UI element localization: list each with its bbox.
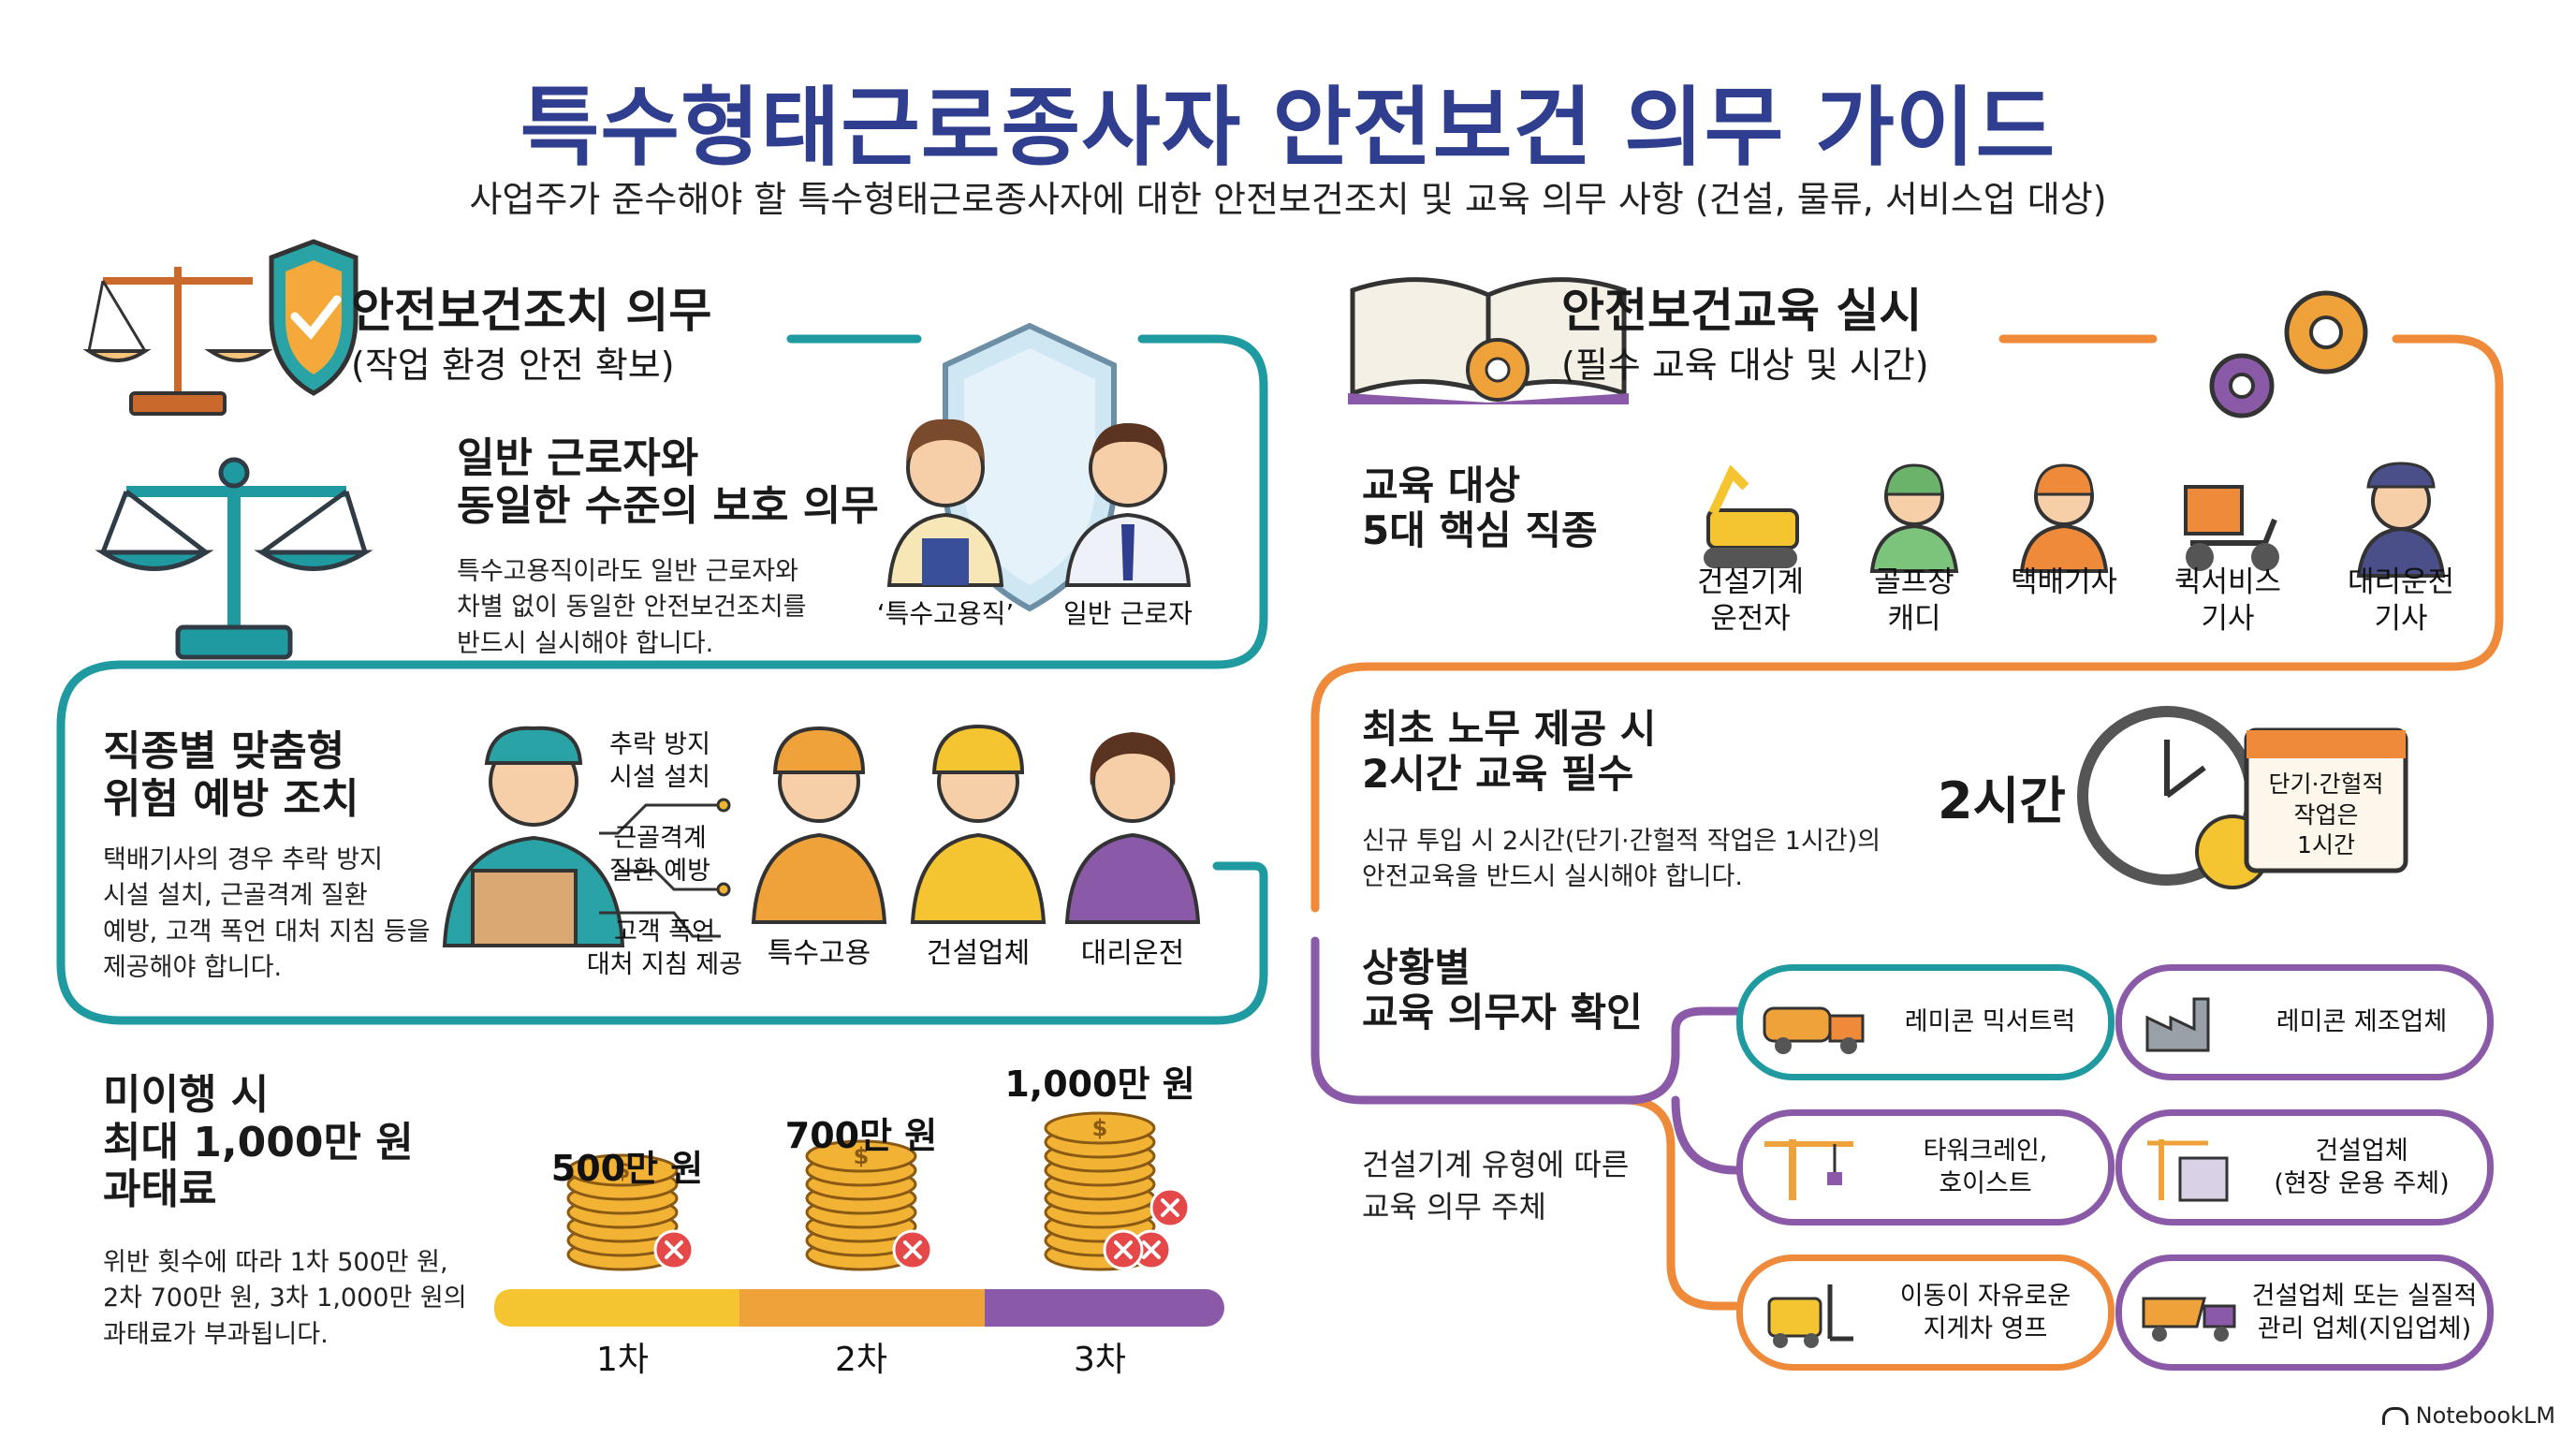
worker-label-special: 특수고용 [767,937,871,970]
job-label-golf-caddy: 골프장 캐디 [1874,565,1954,636]
education-title: 안전보건교육 실시 [1561,284,1923,338]
coin-stack-1: $ [566,1153,695,1271]
gears-icon [2209,290,2368,418]
coin-stack-3: $ [1044,1111,1191,1271]
calendar-icon [2244,727,2408,873]
job-label-construction-machine: 건설기계 운전자 [1696,565,1805,636]
book-gear-icon [1348,277,1629,404]
scale-shield-icon [82,239,359,416]
label-general-worker: 일반 근로자 [1063,598,1193,629]
fine-amount-3: 1,000만 원 [1004,1064,1195,1105]
pill-construction-company: 건설업체 (현장 운용 주체) [2115,1109,2494,1225]
first-training-body: 신규 투입 시 2시간(단기·간헐적 작업은 1시간)의 안전교육을 반드시 실… [1362,827,1881,892]
fine-tier-2: 2차 [834,1341,888,1379]
education-subtitle: (필수 교육 대상 및 시간) [1561,345,1929,386]
worker-label-construction: 건설업체 [926,937,1031,970]
worker-label-chauffeur: 대리운전 [1080,937,1185,970]
special-worker-icon [886,418,1004,587]
page-subtitle: 사업주가 준수해야 할 특수형태근로종사자에 대한 안전보건조치 및 교육 의무… [469,179,2107,220]
callout-lines [599,798,731,938]
fine-amount-2: 700만 원 [784,1115,938,1156]
safety-subtitle: (작업 환경 안전 확보) [351,345,675,386]
tower-crane-icon [1764,1139,1853,1200]
first-training-heading: 최초 노무 제공 시 2시간 교육 필수 [1362,706,1657,798]
fine-progress-bar [494,1289,1224,1327]
callout-fall-prevention: 추락 방지 시설 설치 [609,730,710,793]
equal-protection-heading: 일반 근로자와 동일한 수준의 보호 의무 [457,434,879,530]
fine-body: 위반 횟수에 따라 1차 500만 원, 2차 700만 원, 3차 1,000… [103,1248,467,1349]
fine-tier-3: 3차 [1073,1341,1127,1379]
general-worker-icon [1064,423,1192,587]
safety-title: 안전보건조치 의무 [351,284,712,338]
clock-icon [2077,706,2270,889]
situational-heading: 상황별 교육 의무자 확인 [1362,945,1643,1036]
courier-icon [2019,463,2109,573]
situational-subheading: 건설기계 유형에 따른 교육 의무 주체 [1362,1147,1630,1225]
construction-worker-icon [910,724,1046,924]
golf-caddy-icon [1869,463,1959,573]
mixer-truck-icon [1763,1006,1865,1054]
custom-prevention-body: 택배기사의 경우 추락 방지 시설 설치, 근골격계 질환 예방, 고객 폭언 … [103,845,431,982]
construction-site-icon [2147,1139,2229,1202]
job-label-designated-driver: 대리운전 기사 [2347,565,2455,636]
svg-text:$: $ [854,1143,870,1169]
svg-text:$: $ [1092,1115,1108,1141]
svg-text:$: $ [615,1157,631,1183]
pill-forklift: 이동이 자유로운 지게차 영프 [1736,1255,2115,1371]
custom-prevention-heading: 직종별 맞춤형 위험 예방 조치 [103,727,359,823]
forklift-icon [1767,1284,1853,1348]
pill-leasing-company: 건설업체 또는 실질적 관리 업체(지입업체) [2115,1255,2494,1371]
factory-icon [2145,997,2210,1052]
label-special-worker: ‘특수고용직’ [876,598,1015,629]
fine-heading: 미이행 시 최대 1,000만 원 과태료 [103,1071,414,1214]
driver-icon [2356,462,2446,578]
pill-tower-crane: 타워크레인, 호이스트 [1736,1109,2115,1225]
excavator-icon [1704,464,1799,568]
training-hours: 2시간 [1938,771,2066,830]
fine-tier-1: 1차 [595,1341,650,1379]
callout-msd-prevention: 근골격계 질환 예방 [609,824,710,887]
balance-scale-icon [95,457,373,660]
dump-truck-icon [2142,1297,2236,1342]
pill-mixer-truck-label: 레미콘 믹서트럭 [1904,1007,2076,1037]
scooter-icon [2184,485,2279,571]
job-label-quick-service: 퀵서비스 기사 [2174,565,2282,636]
targets-heading: 교육 대상 5대 핵심 직종 [1362,462,1598,554]
fine-amount-1: 500만 원 [550,1148,704,1189]
special-employment-worker-icon [751,726,887,924]
notebooklm-logo-icon [2381,1406,2408,1425]
pill-remicon-manufacturer: 레미콘 제조업체 [2115,964,2494,1080]
callout-verbal-abuse-guide: 고객 폭언 대처 지침 제공 [586,917,743,980]
coin-stacks: $ $ $ [566,1111,1191,1271]
brand-footer: NotebookLM [2381,1402,2555,1429]
calendar-note: 단기·간헐적 작업은 1시간 [2268,770,2384,858]
pill-mixer-truck: 레미콘 믹서트럭 [1736,964,2115,1080]
job-label-courier: 택배기사 [2010,565,2118,599]
equal-protection-body: 특수고용직이라도 일반 근로자와 차별 없이 동일한 안전보건조치를 반드시 실… [457,557,807,658]
page-title: 특수형태근로종사자 안전보건 의무 가이드 [520,78,2056,178]
courier-worker-icon [442,726,625,947]
chauffeur-worker-icon [1064,732,1201,924]
coin-stack-2: $ [805,1139,933,1271]
